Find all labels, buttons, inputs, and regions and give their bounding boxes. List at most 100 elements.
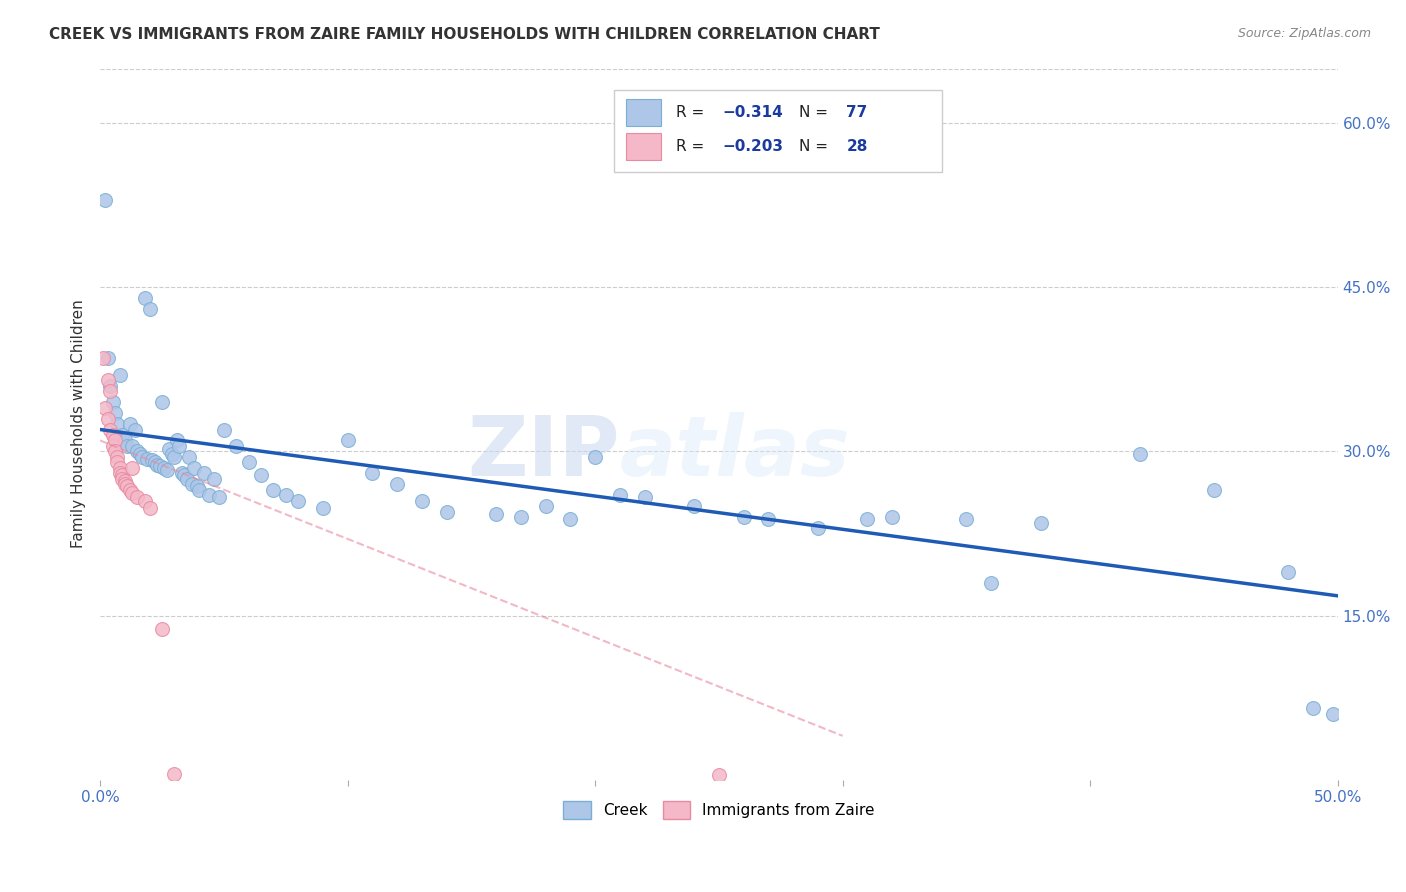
Point [166,434,188,448]
Point [208,491,231,505]
Point [193,467,215,481]
Point [141,453,163,467]
Point [127,491,149,505]
Point [170,467,193,481]
Point [101,428,124,442]
Point [96,411,118,425]
Point [160,447,183,461]
Text: 77: 77 [846,105,868,120]
Point [180,477,202,491]
Point [107,417,129,431]
Point [134,493,156,508]
Text: 28: 28 [846,139,868,154]
Point [560,512,582,526]
Point [107,455,129,469]
Point [202,472,225,486]
Point [159,442,181,457]
Point [250,468,273,483]
Point [121,439,143,453]
Point [117,479,139,493]
Point [138,302,160,317]
Point [136,452,159,467]
Point [138,501,160,516]
Point [104,434,127,448]
Point [111,472,134,486]
Point [107,450,129,464]
Point [186,479,208,493]
Point [758,512,780,526]
Point [436,505,458,519]
Text: −0.314: −0.314 [723,105,783,120]
Point [169,439,191,453]
Point [98,384,121,399]
Point [148,458,170,473]
Point [882,510,904,524]
Point [111,428,134,442]
Point [183,460,205,475]
Point [179,450,201,464]
Point [336,434,359,448]
Text: Source: ZipAtlas.com: Source: ZipAtlas.com [1237,27,1371,40]
Point [108,368,131,382]
Point [104,406,127,420]
Point [583,450,606,464]
Point [118,483,141,497]
Point [121,486,143,500]
Point [94,193,117,207]
Point [225,439,247,453]
Text: atlas: atlas [620,412,851,493]
Point [98,378,121,392]
FancyBboxPatch shape [613,90,942,171]
Point [534,499,557,513]
Point [153,460,176,475]
Point [173,468,195,483]
Text: −0.203: −0.203 [723,139,783,154]
Point [118,417,141,431]
Point [411,493,433,508]
Point [146,458,169,472]
Point [143,455,166,469]
Text: ZIP: ZIP [467,412,620,493]
Point [98,423,121,437]
Point [807,521,830,535]
Point [127,444,149,458]
Point [385,477,408,491]
Point [188,483,211,497]
Point [287,493,309,508]
Point [163,767,186,781]
Point [101,439,124,453]
Text: R =: R = [675,105,709,120]
Point [114,477,136,491]
Point [128,447,150,461]
Text: CREEK VS IMMIGRANTS FROM ZAIRE FAMILY HOUSEHOLDS WITH CHILDREN CORRELATION CHART: CREEK VS IMMIGRANTS FROM ZAIRE FAMILY HO… [49,27,880,42]
Point [509,510,531,524]
Point [238,455,260,469]
Point [609,488,631,502]
Point [683,499,706,513]
Point [114,474,136,488]
Point [104,444,127,458]
Point [108,460,131,475]
Point [274,488,297,502]
Point [733,510,755,524]
Point [96,351,118,366]
Point [485,507,508,521]
Point [108,467,131,481]
Bar [626,99,661,126]
Point [94,401,117,415]
Point [955,512,977,526]
Point [707,768,730,782]
Text: R =: R = [675,139,709,154]
Point [1322,706,1344,721]
Point [117,439,139,453]
Y-axis label: Family Households with Children: Family Households with Children [72,300,86,549]
Point [96,373,118,387]
Text: N =: N = [800,105,834,120]
Point [150,622,173,636]
Point [111,468,134,483]
Point [361,467,384,481]
Point [91,351,114,366]
Point [198,488,221,502]
Point [312,501,335,516]
Point [262,483,284,497]
